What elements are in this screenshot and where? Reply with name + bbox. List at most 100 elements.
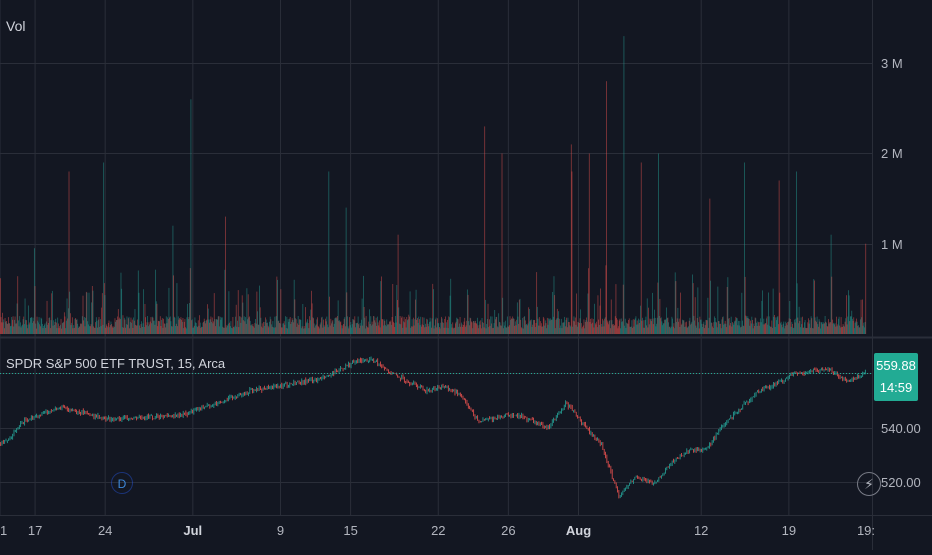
volume-bar	[681, 323, 683, 334]
symbol-title[interactable]: SPDR S&P 500 ETF TRUST, 15, Arca	[6, 356, 226, 371]
volume-bar	[19, 322, 21, 334]
volume-bar	[318, 327, 320, 334]
volume-bar	[96, 320, 98, 334]
volume-bar	[502, 328, 504, 334]
volume-bar	[159, 316, 161, 334]
volume-bar	[252, 324, 254, 334]
volume-bar	[481, 318, 483, 334]
volume-bar	[411, 326, 412, 334]
volume-bar	[582, 326, 584, 334]
volume-bar	[19, 316, 21, 334]
time-x-axis[interactable]: 1 17 24 Jul 9 15 22 26 Aug 12 19 19:	[0, 523, 875, 538]
volume-bar	[645, 316, 647, 334]
volume-bar	[737, 325, 739, 334]
volume-bar	[298, 324, 300, 334]
volume-bar	[591, 318, 593, 334]
volume-bar	[806, 328, 808, 334]
volume-bar	[59, 324, 61, 334]
volume-bar	[770, 326, 772, 334]
volume-bar	[749, 325, 751, 334]
volume-bar	[205, 323, 206, 334]
volume-bar	[65, 328, 67, 334]
volume-bar	[494, 310, 496, 334]
volume-bar	[842, 324, 844, 334]
volume-bar	[189, 303, 190, 334]
volume-bar	[3, 319, 5, 334]
volume-bar	[534, 327, 536, 334]
volume-bar	[805, 327, 807, 334]
volume-bar	[81, 323, 83, 334]
volume-bar	[41, 318, 43, 334]
volume-bar	[383, 319, 385, 334]
volume-bar	[834, 323, 836, 334]
volume-bar	[822, 324, 823, 334]
volume-bar	[34, 286, 36, 334]
volume-bar	[353, 320, 355, 334]
volume-bar	[640, 162, 642, 334]
volume-bar	[648, 307, 649, 334]
volume-bar	[533, 320, 535, 334]
volume-bar	[360, 325, 362, 334]
volume-bar	[355, 323, 357, 334]
volume-bar	[644, 327, 645, 334]
volume-bar	[728, 318, 729, 334]
volume-bar	[631, 320, 633, 334]
volume-bar	[682, 320, 684, 334]
volume-bar	[4, 328, 5, 334]
volume-bar	[537, 318, 539, 334]
volume-bar	[375, 322, 376, 334]
volume-bar	[615, 284, 617, 334]
volume-bar	[578, 323, 580, 334]
volume-bar	[121, 327, 123, 334]
volume-bar	[33, 248, 35, 334]
volume-bar	[554, 295, 556, 334]
volume-bar	[75, 319, 77, 334]
price-y-axis[interactable]: 520.00 540.00	[881, 421, 921, 490]
volume-bar	[435, 319, 436, 334]
volume-bar	[279, 323, 280, 334]
volume-bar	[241, 295, 243, 334]
lightning-icon[interactable]: ⚡	[857, 472, 881, 496]
volume-bar	[629, 326, 631, 334]
volume-bar	[596, 327, 598, 334]
volume-bar	[11, 317, 13, 334]
volume-bar	[261, 323, 263, 334]
volume-bar	[661, 321, 663, 334]
volume-bar	[55, 322, 57, 334]
volume-bar	[609, 319, 611, 334]
volume-bar	[684, 322, 686, 334]
volume-bar	[847, 316, 849, 334]
volume-bar	[753, 323, 755, 334]
dividend-badge[interactable]: D	[111, 472, 133, 494]
volume-bar	[193, 327, 194, 334]
volume-bar	[194, 317, 196, 334]
volume-bar	[248, 317, 250, 334]
volume-bar	[259, 307, 261, 334]
volume-y-axis[interactable]: 1 M 2 M 3 M	[881, 56, 903, 252]
volume-bar	[800, 317, 802, 334]
volume-bar	[262, 327, 264, 334]
volume-bar	[516, 319, 518, 334]
volume-bar	[178, 319, 180, 334]
volume-bar	[735, 316, 737, 334]
volume-bar	[155, 301, 157, 334]
volume-bar	[830, 322, 831, 334]
volume-bar	[452, 322, 454, 334]
volume-bar	[741, 292, 743, 334]
volume-bar	[634, 319, 635, 334]
volume-bar	[91, 286, 93, 334]
volume-bar	[762, 290, 763, 334]
volume-bar	[705, 319, 707, 334]
volume-bar	[382, 319, 384, 334]
volume-bar	[317, 325, 319, 334]
volume-bar	[217, 316, 219, 334]
volume-bar	[377, 322, 379, 334]
volume-bar	[556, 318, 558, 334]
volume-bar	[79, 323, 81, 334]
volume-bar	[865, 243, 867, 334]
volume-bar	[286, 316, 288, 334]
volume-bar	[325, 321, 327, 334]
volume-bar	[369, 324, 371, 334]
